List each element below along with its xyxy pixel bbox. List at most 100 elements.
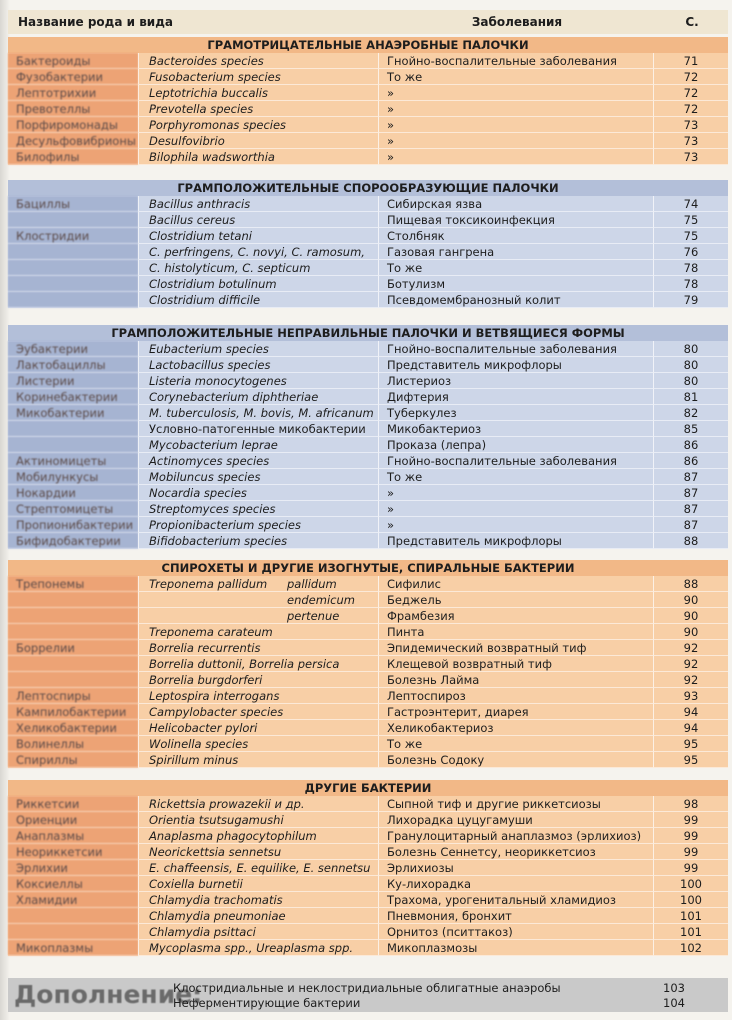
species-cell: endemicum [138, 592, 378, 608]
disease-cell: Ботулизм [378, 276, 653, 292]
table-row: Bacillus cereus Пищевая токсикоинфекция 75 [8, 212, 728, 228]
genus-cell: Боррелии [8, 640, 138, 656]
species-cell: Rickettsia prowazekii и др. [138, 796, 378, 812]
page-cell: 92 [653, 640, 728, 656]
table-row: Хламидии Chlamydia trachomatis Трахома, ур… [8, 892, 728, 908]
footer-item: Клостридиальные и неклостридиальные обли… [173, 981, 561, 995]
genus-cell: Билофилы [8, 149, 138, 165]
disease-cell: Фрамбезия [378, 608, 653, 624]
species-cell: Anaplasma phagocytophilum [138, 828, 378, 844]
table-row: Clostridium botulinum Ботулизм 78 [8, 276, 728, 292]
disease-cell: Представитель микрофлоры [378, 357, 653, 373]
table-row: Спириллы Spirillum minus Болезнь Содоку 95 [8, 752, 728, 768]
species-cell: Treponema carateum [138, 624, 378, 640]
page-cell: 95 [653, 736, 728, 752]
genus-cell [8, 672, 138, 688]
genus-cell: Пропионибактерии [8, 517, 138, 533]
section-title: ГРАМПОЛОЖИТЕЛЬНЫЕ СПОРООБРАЗУЮЩИЕ ПАЛОЧК… [8, 180, 728, 196]
table-row: Анаплазмы Anaplasma phagocytophilum Гранул… [8, 828, 728, 844]
page-cell: 75 [653, 228, 728, 244]
disease-cell: Микобактериоз [378, 421, 653, 437]
species-cell: Listeria monocytogenes [138, 373, 378, 389]
genus-cell: Десульфовибрионы [8, 133, 138, 149]
table-row: Лактобациллы Lactobacillus species Предста… [8, 357, 728, 373]
footer-page: 103 [663, 981, 685, 995]
disease-cell: Листериоз [378, 373, 653, 389]
page-cell: 101 [653, 908, 728, 924]
genus-cell [8, 592, 138, 608]
species-cell: Borrelia recurrentis [138, 640, 378, 656]
genus-cell: Мобилункусы [8, 469, 138, 485]
page-cell: 100 [653, 876, 728, 892]
disease-cell: Дифтерия [378, 389, 653, 405]
genus-cell: Фузобактерии [8, 69, 138, 85]
footer: Дополнение: Клостридиальные и неклострид… [8, 978, 728, 1012]
genus-cell: Хеликобактерии [8, 720, 138, 736]
page-shadow [0, 0, 10, 1020]
disease-cell: То же [378, 736, 653, 752]
disease-cell: » [378, 101, 653, 117]
species-cell: Actinomyces species [138, 453, 378, 469]
disease-cell: Гнойно-воспалительные заболевания [378, 453, 653, 469]
disease-cell: То же [378, 469, 653, 485]
page-cell: 73 [653, 133, 728, 149]
genus-cell [8, 421, 138, 437]
species-cell: Clostridium botulinum [138, 276, 378, 292]
table-section: ГРАМПОЛОЖИТЕЛЬНЫЕ СПОРООБРАЗУЮЩИЕ ПАЛОЧК… [8, 180, 728, 308]
disease-cell: » [378, 133, 653, 149]
page-cell: 73 [653, 149, 728, 165]
genus-cell: Эубактерии [8, 341, 138, 357]
subspecies: pertenue [287, 609, 340, 623]
table-row: C. perfringens, C. novyi, C. ramosum, Газ… [8, 244, 728, 260]
table-row: Mycobacterium leprae Проказа (лепра) 86 [8, 437, 728, 453]
disease-cell: Орнитоз (пситтакоз) [378, 924, 653, 940]
genus-cell: Бациллы [8, 196, 138, 212]
species-cell: Mycoplasma spp., Ureaplasma spp. [138, 940, 378, 956]
genus-cell [8, 924, 138, 940]
table-row: Бактероиды Bacteroides species Гнойно-восп… [8, 53, 728, 69]
species-cell: Eubacterium species [138, 341, 378, 357]
header-cell: С. [685, 15, 699, 29]
species-cell: M. tuberculosis, M. bovis, M. africanum [138, 405, 378, 421]
table-row: Порфиромонады Porphyromonas species» 73 [8, 117, 728, 133]
disease-cell: Лихорадка цуцугамуши [378, 812, 653, 828]
disease-cell: » [378, 117, 653, 133]
genus-cell: Микоплазмы [8, 940, 138, 956]
page-cell: 79 [653, 292, 728, 308]
page-cell: 90 [653, 592, 728, 608]
genus-cell [8, 244, 138, 260]
table-row: Волинеллы Wolinella species То же 95 [8, 736, 728, 752]
genus-cell: Спириллы [8, 752, 138, 768]
species-cell: C. histolyticum, C. septicum [138, 260, 378, 276]
table-section: ГРАМОТРИЦАТЕЛЬНЫЕ АНАЭРОБНЫЕ ПАЛОЧКИ Бакт… [8, 37, 728, 165]
section-title: ГРАМОТРИЦАТЕЛЬНЫЕ АНАЭРОБНЫЕ ПАЛОЧКИ [8, 37, 728, 53]
disease-cell: Болезнь Лайма [378, 672, 653, 688]
genus-cell: Порфиромонады [8, 117, 138, 133]
species-cell: Nocardia species [138, 485, 378, 501]
species-cell: Desulfovibrio [138, 133, 378, 149]
table-row: Микоплазмы Mycoplasma spp., Ureaplasma sp… [8, 940, 728, 956]
disease-cell: Ку-лихорадка [378, 876, 653, 892]
species-cell: Clostridium tetani [138, 228, 378, 244]
table-row: Боррелии Borrelia recurrentis Эпидемически… [8, 640, 728, 656]
genus-cell: Бактероиды [8, 53, 138, 69]
species-cell: Chlamydia psittaci [138, 924, 378, 940]
disease-cell: Проказа (лепра) [378, 437, 653, 453]
disease-cell: Эпидемический возвратный тиф [378, 640, 653, 656]
table-row: Стрептомицеты Streptomyces species» 87 [8, 501, 728, 517]
disease-cell: » [378, 85, 653, 101]
species-cell: Spirillum minus [138, 752, 378, 768]
page-cell: 88 [653, 533, 728, 549]
genus-cell [8, 292, 138, 308]
table-row: Бациллы Bacillus anthracis Сибирская язва 7… [8, 196, 728, 212]
table-row: Мобилункусы Mobiluncus species То же 87 [8, 469, 728, 485]
section-title: ГРАМПОЛОЖИТЕЛЬНЫЕ НЕПРАВИЛЬНЫЕ ПАЛОЧКИ И… [8, 325, 728, 341]
species-cell: Prevotella species [138, 101, 378, 117]
genus-cell: Клостридии [8, 228, 138, 244]
genus-cell: Коринебактерии [8, 389, 138, 405]
page-cell: 92 [653, 656, 728, 672]
table-row: Фузобактерии Fusobacterium species То же 72 [8, 69, 728, 85]
species-cell: Bacillus cereus [138, 212, 378, 228]
genus-cell: Эрлихии [8, 860, 138, 876]
